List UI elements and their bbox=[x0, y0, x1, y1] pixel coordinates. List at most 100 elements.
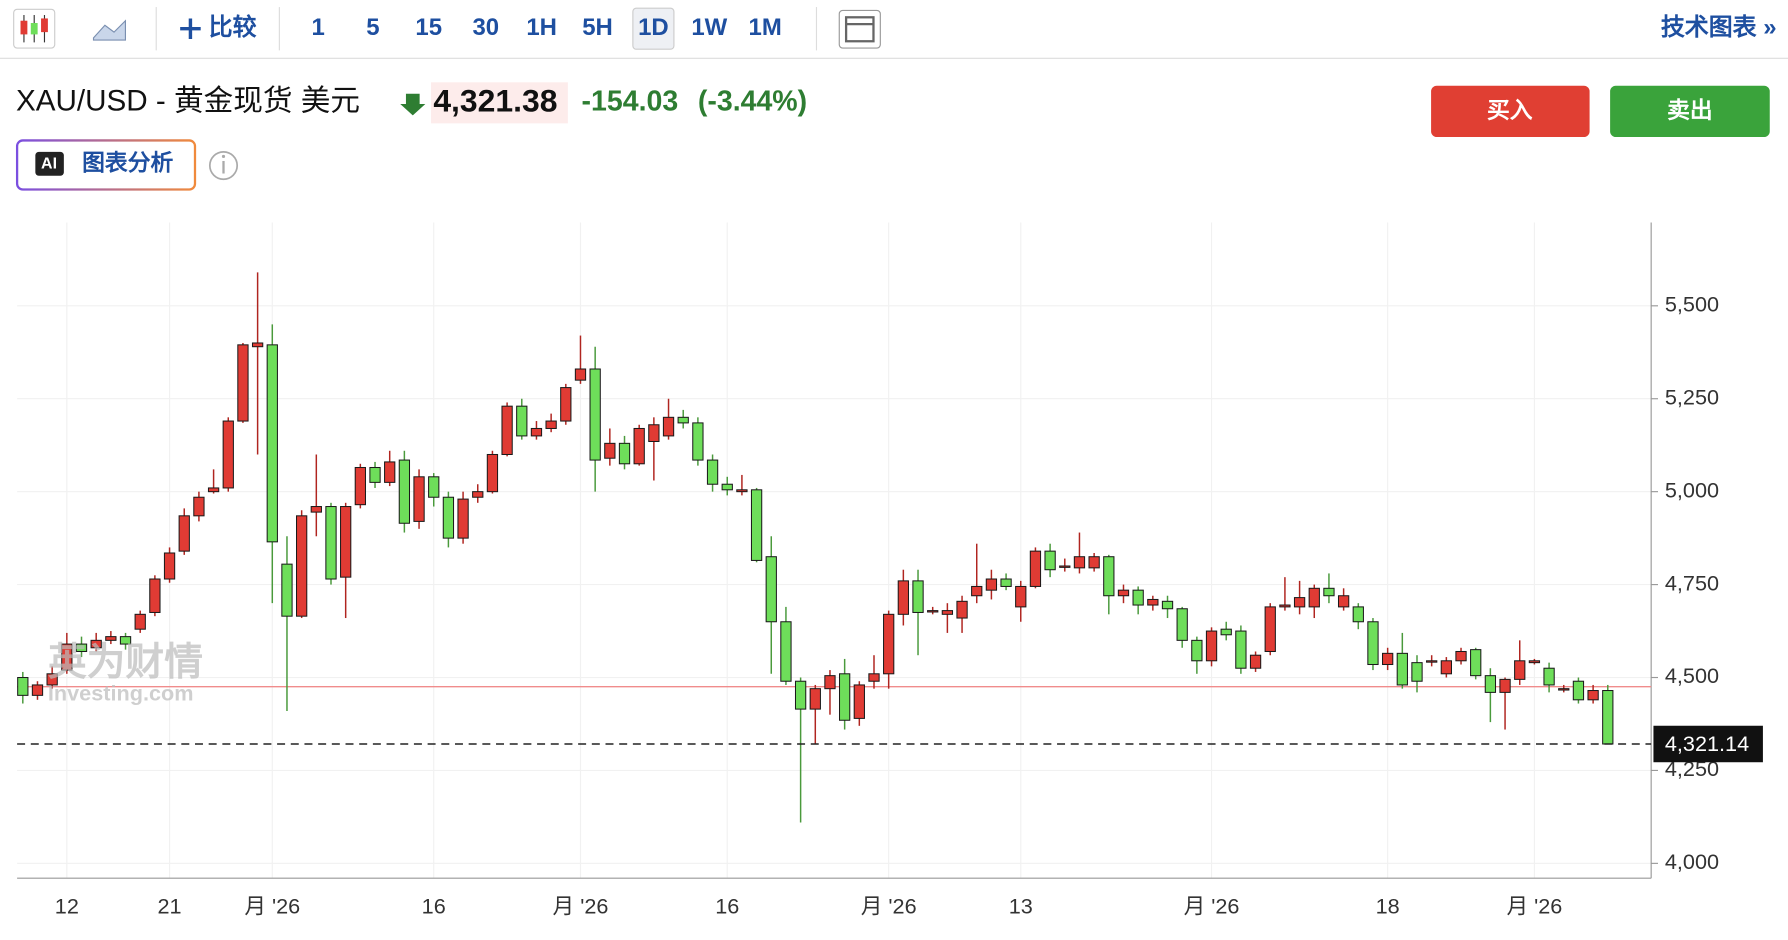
candle-body bbox=[706, 459, 719, 485]
interval-button[interactable]: 30 bbox=[472, 14, 499, 41]
candle-body bbox=[971, 585, 983, 597]
candle-body bbox=[1132, 589, 1144, 606]
candle-body bbox=[589, 368, 601, 461]
candle-body bbox=[985, 578, 998, 591]
candle-body bbox=[1191, 639, 1203, 662]
candle-body bbox=[1029, 550, 1042, 587]
candle-body bbox=[1543, 667, 1555, 686]
candle-body bbox=[530, 427, 543, 437]
area-icon[interactable] bbox=[92, 19, 127, 41]
candle-body bbox=[1015, 585, 1027, 608]
candle-body bbox=[134, 613, 146, 630]
candle-body bbox=[809, 688, 821, 710]
candle-body bbox=[1396, 652, 1408, 686]
candle-body bbox=[46, 673, 58, 686]
watermark-cn: 英为财情 bbox=[48, 641, 203, 684]
candle-body bbox=[1572, 680, 1585, 701]
candle-body bbox=[1293, 597, 1306, 608]
watermark-en: Investing.com bbox=[48, 680, 194, 705]
last-price-tag bbox=[1653, 725, 1763, 763]
candle-body bbox=[648, 424, 660, 442]
y-tick-label: 5,500 bbox=[1665, 292, 1719, 317]
ai-badge-bg bbox=[35, 151, 64, 176]
info-icon[interactable] bbox=[208, 150, 239, 181]
interval-button[interactable]: 1W bbox=[691, 14, 727, 41]
interval-button[interactable]: 1D bbox=[638, 14, 669, 41]
x-tick-label: 12 bbox=[55, 894, 79, 919]
candle-body bbox=[1367, 621, 1379, 666]
compare-button[interactable]: 比较 bbox=[209, 13, 257, 41]
buy-button[interactable] bbox=[1431, 85, 1590, 138]
candle-body bbox=[927, 610, 939, 613]
candle-body bbox=[765, 556, 777, 623]
candle-body bbox=[750, 489, 763, 561]
candle-body bbox=[853, 684, 865, 719]
interval-group: 1 5 15 30 1H 5H 1D 1W 1M bbox=[311, 7, 782, 50]
candle-body bbox=[1455, 650, 1467, 662]
layout-icon[interactable] bbox=[838, 9, 881, 49]
candle-body bbox=[794, 680, 807, 710]
y-tick-label: 4,750 bbox=[1665, 570, 1719, 595]
candle-body bbox=[193, 496, 205, 517]
candle-body bbox=[692, 422, 704, 461]
candle-body bbox=[1147, 598, 1159, 606]
candle-body bbox=[662, 416, 675, 437]
candle-body bbox=[633, 427, 645, 465]
buy-label: 买入 bbox=[1487, 97, 1533, 123]
candle-body bbox=[1440, 660, 1452, 675]
toolbar: 比较 1 5 15 30 1H 5H 1D 1W 1M 技术图表 » bbox=[0, 7, 1788, 59]
x-tick-label: 16 bbox=[422, 894, 446, 919]
candle-body bbox=[1000, 578, 1012, 587]
interval-active-bg bbox=[632, 7, 675, 50]
interval-button[interactable]: 15 bbox=[415, 14, 442, 41]
candle-body bbox=[222, 420, 234, 489]
candle-body bbox=[1235, 630, 1247, 669]
candle-body bbox=[941, 610, 954, 615]
candle-body bbox=[956, 600, 968, 619]
candle-body bbox=[1602, 690, 1614, 745]
candle-body bbox=[149, 578, 161, 613]
change: -154.03 bbox=[582, 85, 679, 117]
candle-body bbox=[897, 580, 909, 615]
interval-button[interactable]: 1 bbox=[311, 14, 324, 41]
interval-button[interactable]: 1H bbox=[526, 14, 557, 41]
candle-body bbox=[868, 673, 880, 682]
y-tick-label: 4,000 bbox=[1665, 849, 1719, 874]
candle-body bbox=[1411, 662, 1423, 682]
candle-body bbox=[413, 476, 425, 522]
candle-body bbox=[457, 498, 469, 539]
interval-button[interactable]: 5H bbox=[582, 14, 613, 41]
candle-body bbox=[442, 496, 455, 539]
x-tick-label: 月 '26 bbox=[1184, 894, 1240, 919]
candle-body bbox=[340, 506, 352, 578]
interval-button[interactable]: 1M bbox=[749, 14, 782, 41]
candle-body bbox=[883, 613, 895, 675]
candle-body bbox=[545, 420, 557, 429]
candle-body bbox=[428, 476, 440, 498]
candle-body bbox=[501, 405, 513, 456]
candle-body bbox=[17, 676, 29, 696]
candle-body bbox=[618, 442, 631, 465]
candle-body bbox=[281, 563, 293, 617]
candle-body bbox=[354, 466, 366, 506]
x-tick-label: 13 bbox=[1009, 894, 1033, 919]
x-tick-label: 18 bbox=[1376, 894, 1400, 919]
candle-body bbox=[1220, 628, 1232, 636]
candle-body bbox=[1264, 606, 1276, 653]
y-tick-label: 5,000 bbox=[1665, 477, 1719, 502]
x-tick-label: 21 bbox=[158, 894, 182, 919]
candle-body bbox=[75, 643, 88, 653]
candle-body bbox=[266, 344, 278, 543]
interval-button[interactable]: 5 bbox=[366, 14, 379, 41]
candle-body bbox=[1352, 606, 1364, 623]
y-tick-label: 4,500 bbox=[1665, 663, 1719, 688]
candle-body bbox=[1587, 690, 1599, 701]
price: 4,321.38 bbox=[433, 82, 557, 118]
candle-body bbox=[824, 675, 836, 690]
x-tick-label: 月 '26 bbox=[861, 894, 917, 919]
sell-button[interactable] bbox=[1610, 85, 1770, 138]
tech-chart-link[interactable]: 技术图表 » bbox=[1661, 14, 1777, 41]
candle-body bbox=[1558, 688, 1570, 691]
